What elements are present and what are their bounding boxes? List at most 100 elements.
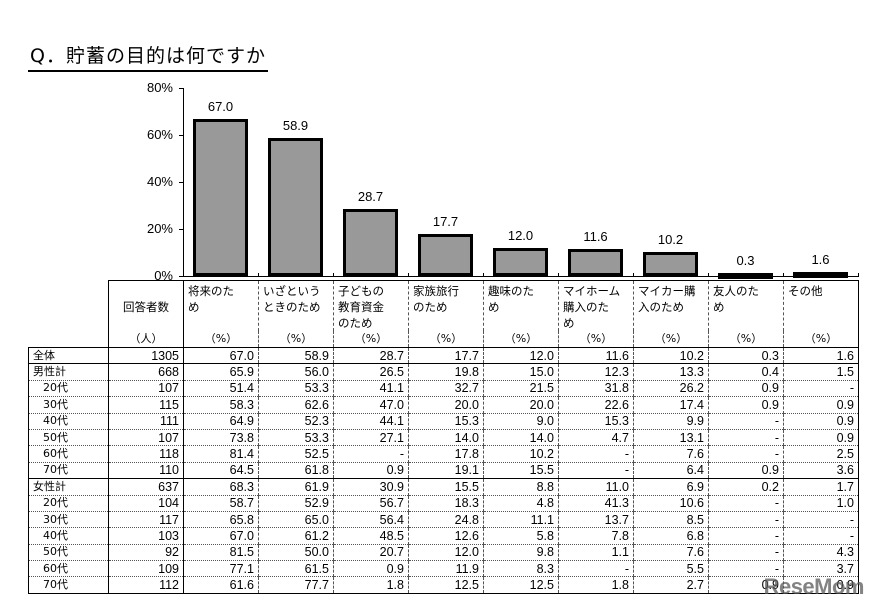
watermark-logo: ReseMom [763, 574, 865, 599]
bar [643, 252, 698, 276]
percent-cell: 13.3 [633, 363, 709, 381]
percent-cell: 61.6 [183, 576, 259, 594]
percent-cell: - [558, 560, 634, 577]
percent-cell: 0.9 [708, 461, 784, 479]
row-label: 20代 [28, 379, 109, 397]
percent-cell: 51.4 [183, 379, 259, 397]
percent-cell: - [708, 527, 784, 545]
unit-percent: （%） [258, 331, 334, 348]
percent-cell: 21.5 [483, 379, 559, 397]
percent-cell: 5.8 [483, 527, 559, 545]
row-label: 40代 [28, 527, 109, 545]
bar-value-label: 17.7 [432, 214, 459, 230]
table-row: 60代 118 81.4 52.5-17.8 10.2-7.6-2.5 [28, 445, 859, 463]
table-row: 全体 1305 67.0 58.9 28.7 17.7 12.0 11.6 10.2 0.3 1.6 [28, 346, 859, 364]
percent-cell: 58.3 [183, 396, 259, 414]
percent-cell: 0.9 [333, 461, 409, 479]
percent-cell: 11.1 [483, 510, 559, 528]
unit-percent: （%） [633, 331, 709, 348]
unit-empty-cell [28, 331, 109, 348]
table-row: 50代 107 73.8 53.3 27.1 14.0 14.0 4.7 13.1-0.9 [28, 428, 859, 446]
percent-cell: 19.8 [408, 363, 484, 381]
percent-cell: 6.9 [633, 478, 709, 496]
percent-cell: 61.2 [258, 527, 334, 545]
percent-cell: 56.0 [258, 363, 334, 381]
percent-cell: 22.6 [558, 396, 634, 414]
percent-cell: - [783, 510, 859, 528]
respondent-count: 104 [108, 494, 184, 512]
respondent-count: 92 [108, 543, 184, 561]
y-tick-mark [179, 88, 184, 89]
table-unit-row: （人） （%） （%） （%） （%） （%） （%） （%） （%） （%） [28, 331, 859, 348]
percent-cell: 41.3 [558, 494, 634, 512]
unit-percent: （%） [183, 331, 259, 348]
data-table: 回答者数 将来のためいざという ときのため 子どもの 教育資金 のため 家族旅行 のため 趣味の… [28, 280, 859, 594]
percent-cell: 8.3 [483, 560, 559, 577]
column-header: 友人のため [708, 280, 784, 331]
percent-cell: 9.8 [483, 543, 559, 561]
percent-cell: 2.7 [633, 576, 709, 594]
percent-cell: 77.7 [258, 576, 334, 594]
percent-cell: 0.9 [783, 412, 859, 430]
row-label: 70代 [28, 461, 109, 479]
respondent-count: 107 [108, 428, 184, 446]
table-row: 40代 103 67.0 61.2 48.5 12.6 5.8 7.8 6.8- - [28, 527, 859, 545]
table-row: 30代 115 58.3 62.6 47.0 20.0 20.0 22.6 17.4 0.9 0.9 [28, 396, 859, 414]
percent-cell: - [783, 527, 859, 545]
percent-cell: 28.7 [333, 346, 409, 364]
x-tick-mark [558, 273, 559, 277]
unit-percent: （%） [483, 331, 559, 348]
percent-cell: 73.8 [183, 428, 259, 446]
percent-cell: 15.3 [408, 412, 484, 430]
percent-cell: 81.5 [183, 543, 259, 561]
row-label: 40代 [28, 412, 109, 430]
percent-cell: 1.6 [783, 346, 859, 364]
percent-cell: 1.1 [558, 543, 634, 561]
percent-cell: 58.7 [183, 494, 259, 512]
percent-cell: 7.6 [633, 445, 709, 463]
percent-cell: 58.9 [258, 346, 334, 364]
row-label: 30代 [28, 510, 109, 528]
bar [193, 118, 248, 276]
percent-cell: 17.4 [633, 396, 709, 414]
percent-cell: 65.8 [183, 510, 259, 528]
row-label: 50代 [28, 428, 109, 446]
row-label: 60代 [28, 560, 109, 577]
bar [343, 208, 398, 276]
percent-cell: - [783, 379, 859, 397]
percent-cell: - [708, 510, 784, 528]
percent-cell: 77.1 [183, 560, 259, 577]
y-tick-mark [179, 229, 184, 230]
bar-value-label: 58.9 [282, 117, 309, 133]
bar [793, 272, 848, 279]
percent-cell: 1.8 [333, 576, 409, 594]
percent-cell: 15.5 [483, 461, 559, 479]
respondent-count: 118 [108, 445, 184, 463]
respondent-count: 110 [108, 461, 184, 479]
y-tick-label: 40% [146, 174, 173, 189]
bar-value-label: 1.6 [811, 252, 830, 268]
bar [568, 248, 623, 276]
table-header-row: 回答者数 将来のためいざという ときのため 子どもの 教育資金 のため 家族旅行 のため 趣味の… [28, 280, 859, 331]
table-row: 男性計 668 65.9 56.0 26.5 19.8 15.0 12.3 13.3 0.4 1.5 [28, 363, 859, 381]
x-tick-mark [258, 273, 259, 277]
percent-cell: 20.0 [483, 396, 559, 414]
percent-cell: 11.6 [558, 346, 634, 364]
unit-percent: （%） [783, 331, 859, 348]
y-tick-label: 0% [154, 268, 173, 283]
percent-cell: 15.5 [408, 478, 484, 496]
percent-cell: 0.9 [708, 379, 784, 397]
percent-cell: 20.0 [408, 396, 484, 414]
percent-cell: - [708, 428, 784, 446]
percent-cell: 7.6 [633, 543, 709, 561]
percent-cell: 26.5 [333, 363, 409, 381]
y-tick-mark [179, 276, 184, 277]
x-tick-mark [333, 273, 334, 277]
percent-cell: 65.0 [258, 510, 334, 528]
percent-cell: - [708, 445, 784, 463]
bar-value-label: 11.6 [583, 228, 608, 244]
percent-cell: 12.6 [408, 527, 484, 545]
percent-cell: 15.0 [483, 363, 559, 381]
percent-cell: 52.5 [258, 445, 334, 463]
column-header: その他 [783, 280, 859, 331]
